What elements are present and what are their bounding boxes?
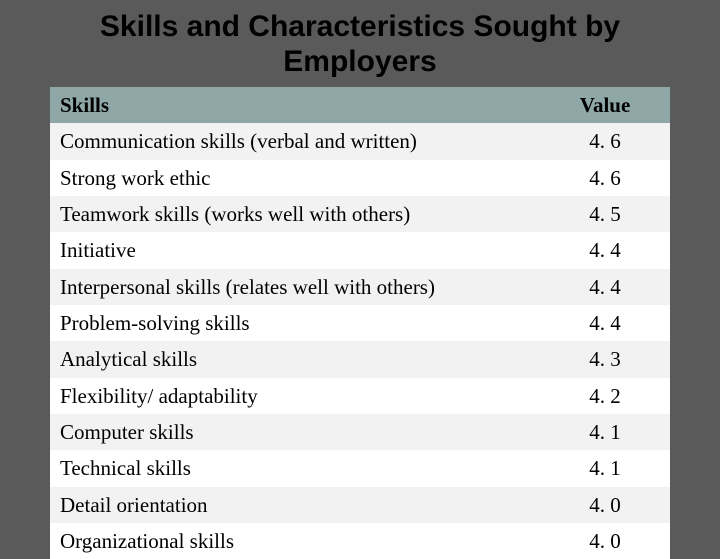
table-row: Communication skills (verbal and written… (50, 123, 670, 159)
table-row: Computer skills 4. 1 (50, 414, 670, 450)
cell-value: 4. 4 (540, 269, 670, 305)
cell-skill: Computer skills (50, 414, 540, 450)
cell-skill: Technical skills (50, 450, 540, 486)
table-row: Teamwork skills (works well with others)… (50, 196, 670, 232)
cell-value: 4. 0 (540, 487, 670, 523)
cell-skill: Detail orientation (50, 487, 540, 523)
cell-value: 4. 3 (540, 341, 670, 377)
cell-skill: Problem-solving skills (50, 305, 540, 341)
table-row: Organizational skills 4. 0 (50, 523, 670, 559)
table-row: Technical skills 4. 1 (50, 450, 670, 486)
table-row: Problem-solving skills 4. 4 (50, 305, 670, 341)
cell-skill: Communication skills (verbal and written… (50, 123, 540, 159)
cell-value: 4. 4 (540, 305, 670, 341)
table-row: Strong work ethic 4. 6 (50, 160, 670, 196)
slide: Skills and Characteristics Sought by Emp… (0, 0, 720, 540)
cell-value: 4. 1 (540, 414, 670, 450)
cell-skill: Initiative (50, 232, 540, 268)
cell-skill: Organizational skills (50, 523, 540, 559)
table-row: Flexibility/ adaptability 4. 2 (50, 378, 670, 414)
cell-skill: Analytical skills (50, 341, 540, 377)
cell-value: 4. 6 (540, 123, 670, 159)
cell-value: 4. 0 (540, 523, 670, 559)
header-value: Value (540, 87, 670, 123)
cell-skill: Teamwork skills (works well with others) (50, 196, 540, 232)
cell-skill: Flexibility/ adaptability (50, 378, 540, 414)
cell-value: 4. 1 (540, 450, 670, 486)
cell-value: 4. 2 (540, 378, 670, 414)
table-row: Interpersonal skills (relates well with … (50, 269, 670, 305)
cell-value: 4. 4 (540, 232, 670, 268)
cell-skill: Strong work ethic (50, 160, 540, 196)
table-row: Analytical skills 4. 3 (50, 341, 670, 377)
header-skill: Skills (50, 87, 540, 123)
skills-table: Skills Value Communication skills (verba… (50, 87, 670, 559)
table-row: Detail orientation 4. 0 (50, 487, 670, 523)
cell-value: 4. 6 (540, 160, 670, 196)
table-header-row: Skills Value (50, 87, 670, 123)
table-row: Initiative 4. 4 (50, 232, 670, 268)
cell-value: 4. 5 (540, 196, 670, 232)
page-title: Skills and Characteristics Sought by Emp… (40, 10, 680, 79)
cell-skill: Interpersonal skills (relates well with … (50, 269, 540, 305)
